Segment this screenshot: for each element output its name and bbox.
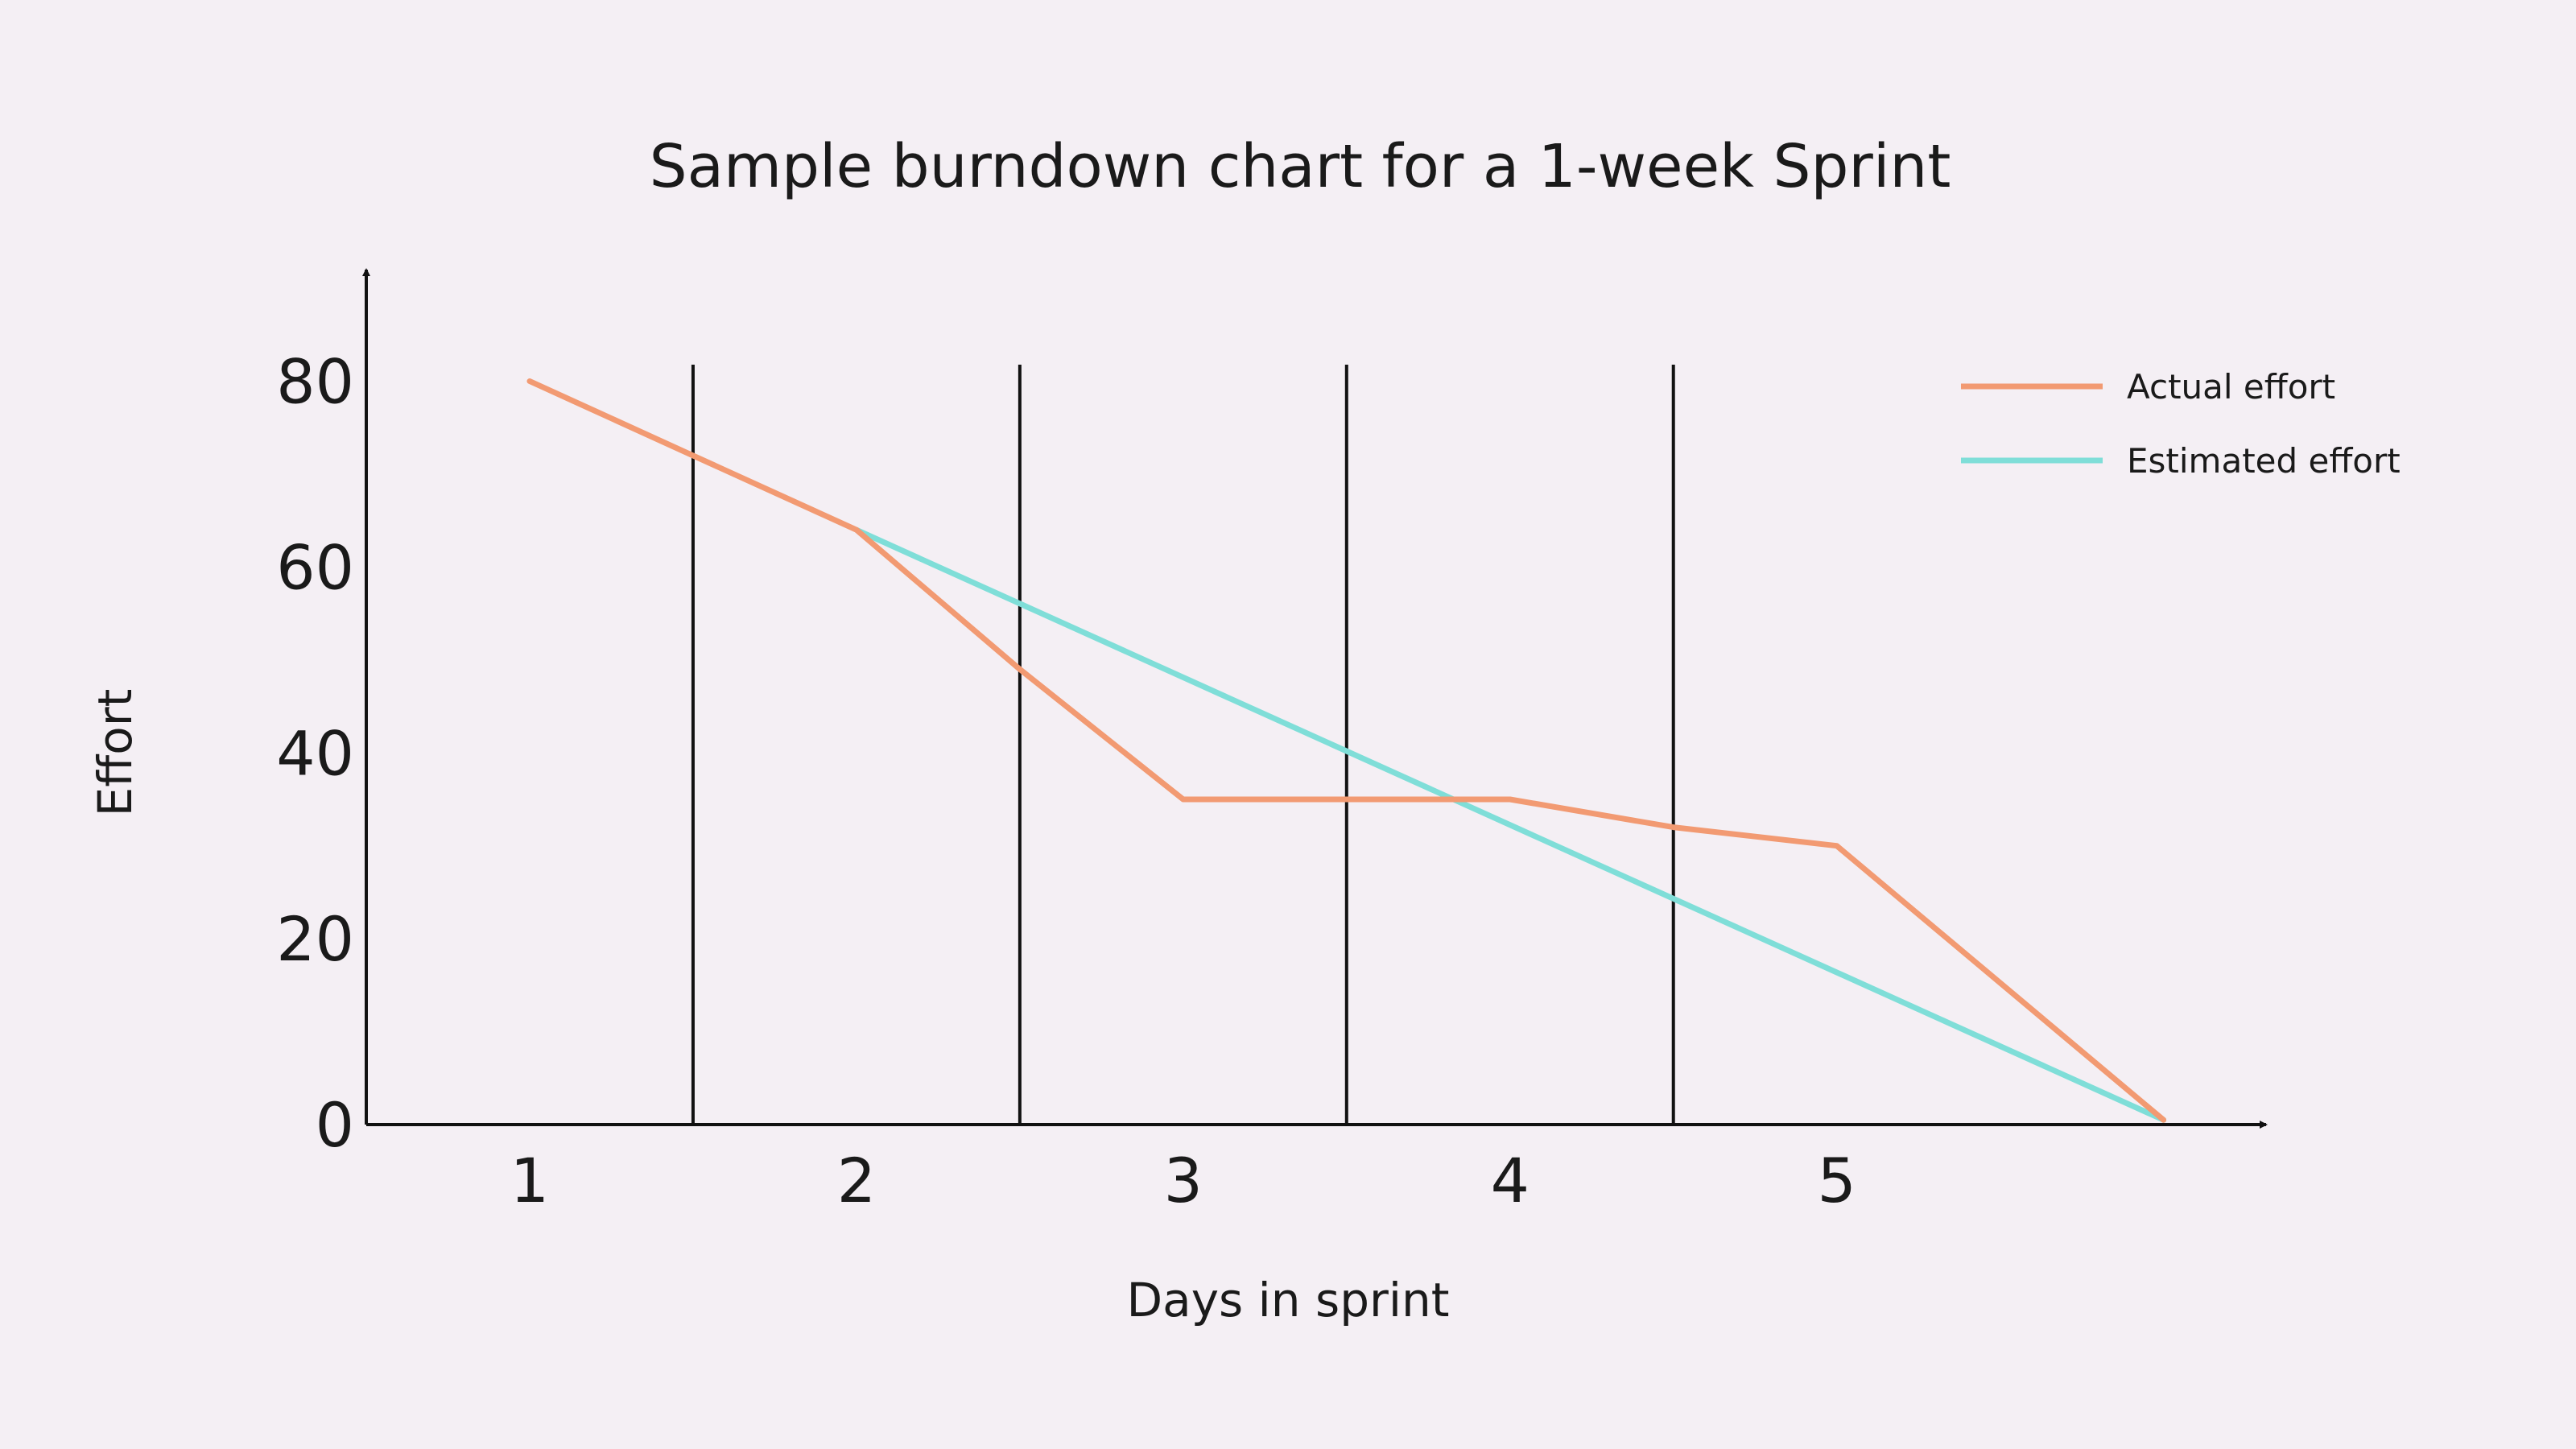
series-line-actual-effort	[526, 378, 2167, 1123]
x-tick-label-2: 2	[837, 1145, 876, 1216]
gridlines	[691, 365, 1675, 1125]
y-axis-label: Effort	[88, 689, 142, 817]
x-tick-label-3: 3	[1164, 1145, 1203, 1216]
legend: Actual effort Estimated effort	[1961, 367, 2401, 481]
x-tick-label-5: 5	[1818, 1145, 1856, 1216]
x-axis-label: Days in sprint	[1127, 1273, 1450, 1327]
y-tick-label-40: 40	[276, 717, 354, 789]
y-tick-label-20: 20	[276, 903, 354, 975]
y-tick-label-0: 0	[316, 1089, 354, 1161]
chart-title: Sample burndown chart for a 1-week Sprin…	[650, 132, 1951, 201]
y-tick-labels: 0 20 40 60 80	[276, 346, 354, 1161]
legend-label-estimated-effort: Estimated effort	[2127, 441, 2401, 481]
y-tick-label-80: 80	[276, 346, 354, 418]
series-line-estimated-effort	[853, 526, 2167, 1123]
x-tick-label-1: 1	[510, 1145, 549, 1216]
y-tick-label-60: 60	[276, 531, 354, 603]
x-tick-label-4: 4	[1491, 1145, 1530, 1216]
series-layer	[526, 378, 2167, 1123]
legend-label-actual-effort: Actual effort	[2127, 367, 2335, 407]
x-tick-labels: 1 2 3 4 5	[510, 1145, 1856, 1216]
